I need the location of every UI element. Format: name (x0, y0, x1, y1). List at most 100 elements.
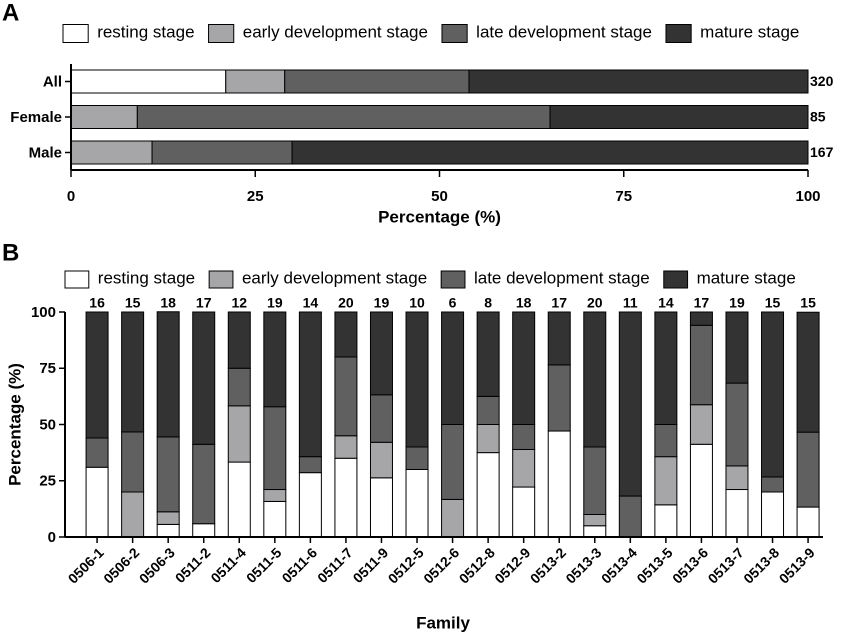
total-label: 6 (449, 295, 457, 311)
bar-segment (298, 456, 322, 474)
bar-segment (70, 140, 153, 165)
bar-segment (796, 506, 820, 538)
bar-segment (156, 311, 180, 438)
total-label: 85 (810, 109, 826, 125)
bar-segment (291, 140, 809, 165)
total-label: 19 (374, 295, 390, 311)
total-label: 17 (196, 295, 212, 311)
bar-segment (284, 69, 470, 94)
bar-segment (549, 105, 809, 129)
bar-segment (85, 311, 109, 439)
bar-segment (761, 311, 785, 478)
category-label: 0513-2 (527, 544, 569, 586)
legend-label: mature stage (700, 22, 799, 41)
x-tick-label: 100 (795, 188, 820, 205)
total-label: 20 (338, 295, 354, 311)
category-label: 0512-8 (456, 544, 498, 586)
legend-swatch (665, 24, 692, 43)
bar-segment (334, 457, 358, 538)
category-label: Male (29, 144, 62, 161)
bar-segment (192, 443, 216, 525)
bar-segment (725, 382, 749, 467)
bar-segment (512, 424, 536, 450)
bar-segment (441, 311, 465, 425)
total-label: 16 (89, 295, 105, 311)
legend-swatch (441, 24, 468, 43)
category-label: 0511-9 (350, 544, 392, 586)
bar-segment (405, 311, 429, 448)
bar-segment (689, 311, 713, 326)
total-label: 19 (729, 295, 745, 311)
total-label: 8 (484, 295, 492, 311)
total-label: 17 (551, 295, 567, 311)
bar-segment (227, 367, 251, 407)
y-tick-label: 100 (31, 304, 56, 321)
bar-segment (369, 311, 393, 396)
x-tick-label: 0 (67, 188, 75, 205)
bar-segment (725, 465, 749, 491)
bar-segment (512, 311, 536, 425)
bar-segment (263, 500, 287, 538)
bar-segment (121, 311, 145, 433)
total-label: 320 (810, 73, 834, 89)
category-label: 0506-1 (65, 544, 107, 586)
bar-segment (618, 495, 642, 538)
bar-segment (547, 364, 571, 432)
bar-segment (263, 489, 287, 502)
bar-segment (512, 486, 536, 538)
bar-segment (263, 311, 287, 408)
y-tick-label: 75 (39, 360, 56, 377)
category-label: 0511-4 (207, 544, 249, 586)
legend-swatch (62, 24, 89, 43)
total-label: 18 (160, 295, 176, 311)
bar-segment (547, 311, 571, 366)
category-label: 0513-5 (633, 544, 675, 586)
bar-segment (225, 69, 286, 94)
category-label: Female (10, 109, 62, 126)
total-label: 18 (516, 295, 532, 311)
total-label: 11 (623, 295, 638, 311)
bar-segment (618, 311, 642, 497)
bar-segment (583, 514, 607, 527)
legend-label: early development stage (242, 268, 427, 287)
bar-segment (405, 446, 429, 470)
legend-label: late development stage (476, 22, 652, 41)
bar-segment (156, 511, 180, 525)
total-label: 19 (267, 295, 283, 311)
panel-label: B (2, 239, 19, 266)
total-label: 167 (810, 144, 834, 160)
bar-segment (476, 452, 500, 538)
bar-segment (227, 461, 251, 538)
category-label: 0506-3 (136, 544, 178, 586)
category-label: 0512-6 (420, 544, 462, 586)
bar-segment (476, 311, 500, 397)
bar-segment (369, 477, 393, 538)
total-label: 15 (765, 295, 781, 311)
bar-segment (334, 435, 358, 459)
category-label: 0513-6 (669, 544, 711, 586)
total-label: 10 (409, 295, 425, 311)
panel-label: A (2, 0, 19, 26)
bar-segment (654, 424, 678, 458)
bar-segment (654, 456, 678, 506)
bar-segment (136, 105, 551, 129)
bar-segment (583, 311, 607, 448)
bar-segment (725, 311, 749, 384)
bar-segment (476, 395, 500, 425)
bar-segment (192, 311, 216, 445)
legend-label: mature stage (697, 268, 796, 287)
bar-segment (156, 436, 180, 513)
category-label: 0513-9 (776, 544, 818, 586)
category-label: 0512-9 (491, 544, 533, 586)
legend-label: late development stage (474, 268, 650, 287)
bar-segment (441, 424, 465, 500)
category-label: 0506-2 (100, 544, 142, 586)
bar-segment (227, 405, 251, 463)
category-label: 0513-8 (740, 544, 782, 586)
bar-segment (654, 504, 678, 538)
legend-swatch (440, 270, 466, 289)
category-label: 0512-5 (385, 544, 427, 586)
bar-segment (654, 311, 678, 425)
bar-segment (468, 69, 809, 94)
